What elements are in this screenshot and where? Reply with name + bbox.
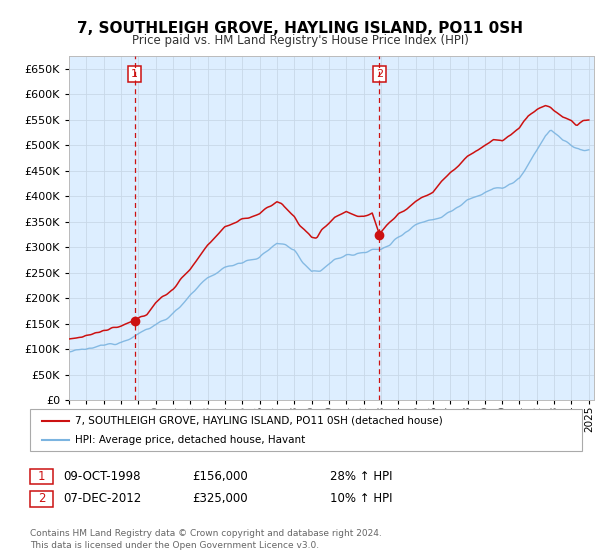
Text: 2: 2 — [38, 492, 45, 506]
Text: 09-OCT-1998: 09-OCT-1998 — [63, 470, 140, 483]
Text: 10% ↑ HPI: 10% ↑ HPI — [330, 492, 392, 506]
Text: 28% ↑ HPI: 28% ↑ HPI — [330, 470, 392, 483]
Text: 1: 1 — [131, 69, 138, 79]
Text: £156,000: £156,000 — [192, 470, 248, 483]
Text: Price paid vs. HM Land Registry's House Price Index (HPI): Price paid vs. HM Land Registry's House … — [131, 34, 469, 46]
Text: 2: 2 — [376, 69, 383, 79]
Text: 7, SOUTHLEIGH GROVE, HAYLING ISLAND, PO11 0SH (detached house): 7, SOUTHLEIGH GROVE, HAYLING ISLAND, PO1… — [75, 416, 443, 426]
Text: 07-DEC-2012: 07-DEC-2012 — [63, 492, 141, 506]
Text: 7, SOUTHLEIGH GROVE, HAYLING ISLAND, PO11 0SH: 7, SOUTHLEIGH GROVE, HAYLING ISLAND, PO1… — [77, 21, 523, 36]
Text: Contains HM Land Registry data © Crown copyright and database right 2024.
This d: Contains HM Land Registry data © Crown c… — [30, 529, 382, 550]
Text: HPI: Average price, detached house, Havant: HPI: Average price, detached house, Hava… — [75, 435, 305, 445]
Text: 1: 1 — [38, 470, 45, 483]
Text: £325,000: £325,000 — [192, 492, 248, 506]
